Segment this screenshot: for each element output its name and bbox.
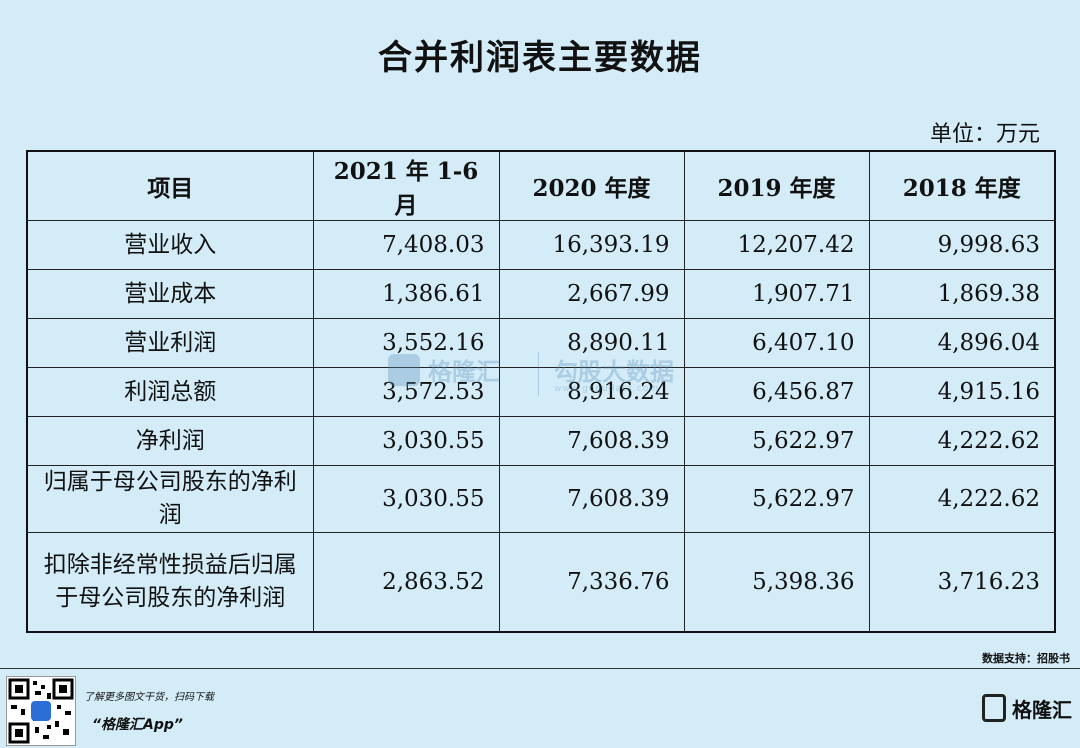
table-cell: 1,907.71: [683, 269, 870, 319]
page-title: 合并利润表主要数据: [378, 38, 702, 78]
column-header: 项目: [26, 150, 314, 221]
table-cell: 6,407.10: [683, 318, 870, 368]
brand-g-icon: [982, 694, 1006, 722]
table-cell: 6,456.87: [683, 367, 870, 417]
table-cell: 5,622.97: [683, 416, 870, 466]
table-cell: 3,716.23: [868, 532, 1056, 633]
table-cell: 2,667.99: [498, 269, 685, 319]
table-cell: 1,869.38: [868, 269, 1056, 319]
table-cell: 5,398.36: [683, 532, 870, 633]
table-row: 净利润 3,030.55 7,608.39 5,622.97 4,222.62: [26, 416, 1056, 466]
table-cell: 7,408.03: [312, 220, 500, 270]
table-row: 归属于母公司股东的净利润 3,030.55 7,608.39 5,622.97 …: [26, 465, 1056, 533]
income-statement-table: 项目 2021 年 1-6 月 2020 年度 2019 年度 2018 年度 …: [26, 150, 1056, 633]
brand-name: 格隆汇: [1012, 698, 1072, 722]
table-row: 利润总额 3,572.53 8,916.24 6,456.87 4,915.16: [26, 367, 1056, 417]
table-cell: 7,336.76: [498, 532, 685, 633]
brand-logo: 格隆汇: [982, 690, 1072, 740]
qr-code-icon: [6, 676, 76, 746]
column-header: 2018 年度: [868, 150, 1056, 221]
table-cell: 4,915.16: [868, 367, 1056, 417]
app-name: “格隆汇App”: [92, 717, 183, 733]
table-cell: 8,890.11: [498, 318, 685, 368]
table-cell: 1,386.61: [312, 269, 500, 319]
download-prompt: 了解更多图文干货，扫码下载: [84, 692, 214, 703]
table-cell: 16,393.19: [498, 220, 685, 270]
table-row: 营业利润 3,552.16 8,890.11 6,407.10 4,896.04: [26, 318, 1056, 368]
row-label: 净利润: [26, 416, 314, 466]
table-row: 营业成本 1,386.61 2,667.99 1,907.71 1,869.38: [26, 269, 1056, 319]
row-label: 归属于母公司股东的净利润: [26, 465, 314, 533]
data-source: 数据支持：招股书: [982, 652, 1070, 665]
row-label: 利润总额: [26, 367, 314, 417]
app-logo-icon: [31, 701, 51, 721]
row-label: 营业收入: [26, 220, 314, 270]
table-row: 营业收入 7,408.03 16,393.19 12,207.42 9,998.…: [26, 220, 1056, 270]
table-cell: 4,896.04: [868, 318, 1056, 368]
row-label: 营业成本: [26, 269, 314, 319]
table-header-row: 项目 2021 年 1-6 月 2020 年度 2019 年度 2018 年度: [26, 150, 1056, 221]
table-cell: 12,207.42: [683, 220, 870, 270]
table-cell: 4,222.62: [868, 416, 1056, 466]
table-cell: 9,998.63: [868, 220, 1056, 270]
table-row: 扣除非经常性损益后归属于母公司股东的净利润 2,863.52 7,336.76 …: [26, 532, 1056, 633]
column-header: 2021 年 1-6 月: [312, 150, 500, 221]
row-label: 扣除非经常性损益后归属于母公司股东的净利润: [26, 532, 314, 633]
table-cell: 4,222.62: [868, 465, 1056, 533]
footer-divider: [0, 668, 1080, 669]
table-cell: 5,622.97: [683, 465, 870, 533]
unit-label: 单位：万元: [929, 122, 1040, 147]
table-cell: 2,863.52: [312, 532, 500, 633]
table-cell: 3,030.55: [312, 465, 500, 533]
table-cell: 8,916.24: [498, 367, 685, 417]
table-cell: 7,608.39: [498, 416, 685, 466]
table-cell: 3,552.16: [312, 318, 500, 368]
table-cell: 3,572.53: [312, 367, 500, 417]
table-cell: 7,608.39: [498, 465, 685, 533]
table-cell: 3,030.55: [312, 416, 500, 466]
column-header: 2020 年度: [498, 150, 685, 221]
column-header: 2019 年度: [683, 150, 870, 221]
row-label: 营业利润: [26, 318, 314, 368]
